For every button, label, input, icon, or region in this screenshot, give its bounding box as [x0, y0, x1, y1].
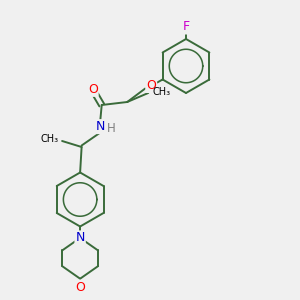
Text: O: O — [146, 79, 156, 92]
Text: N: N — [75, 231, 85, 244]
Text: N: N — [95, 120, 105, 133]
Text: O: O — [88, 83, 98, 96]
Text: O: O — [75, 280, 85, 294]
Text: CH₃: CH₃ — [152, 86, 170, 97]
Text: H: H — [107, 122, 116, 135]
Text: F: F — [182, 20, 190, 34]
Text: CH₃: CH₃ — [40, 134, 58, 145]
